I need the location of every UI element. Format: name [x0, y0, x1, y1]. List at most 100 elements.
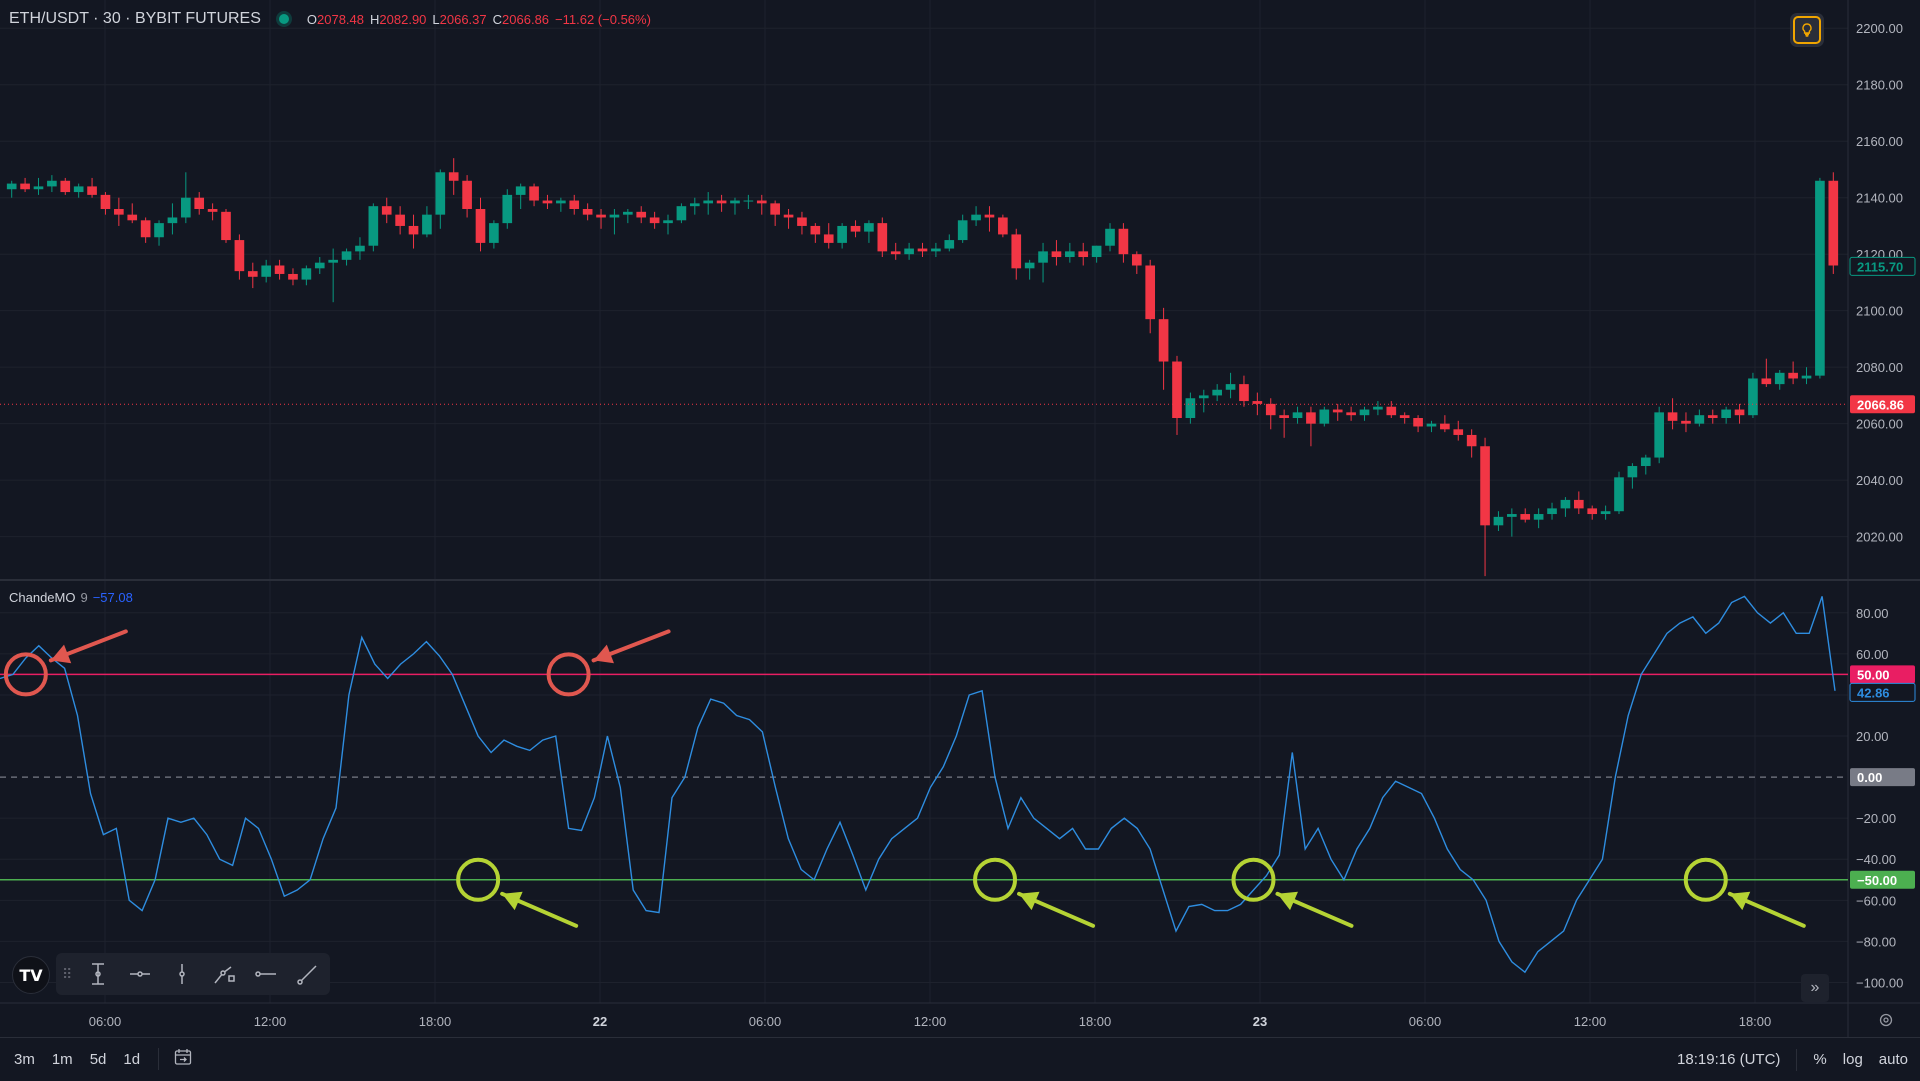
candle-body[interactable] — [596, 214, 606, 218]
candle-body[interactable] — [1761, 378, 1772, 385]
candle-body[interactable] — [1453, 429, 1464, 435]
candle-body[interactable] — [60, 180, 71, 193]
candle-body[interactable] — [328, 259, 338, 263]
candle-body[interactable] — [783, 214, 794, 218]
candle-body[interactable] — [1131, 254, 1142, 266]
candle-body[interactable] — [703, 200, 714, 204]
candle-body[interactable] — [716, 200, 727, 204]
candle-body[interactable] — [1105, 228, 1115, 246]
candle-body[interactable] — [301, 268, 312, 280]
candle-body[interactable] — [489, 223, 499, 243]
candle-body[interactable] — [47, 180, 57, 187]
horizontal-line-icon[interactable] — [248, 957, 284, 991]
candle-body[interactable] — [663, 220, 673, 224]
range-5d-button[interactable]: 5d — [89, 1050, 107, 1068]
candle-body[interactable] — [542, 200, 553, 204]
indicator-legend[interactable]: ChandeMO 9 −57.08 — [9, 590, 133, 605]
trend-line-icon[interactable] — [290, 957, 326, 991]
lightbulb-button[interactable] — [1790, 13, 1824, 47]
log-scale-toggle[interactable]: log — [1842, 1051, 1863, 1068]
candle-body[interactable] — [649, 217, 660, 224]
candle-body[interactable] — [355, 245, 365, 252]
candle-body[interactable] — [1707, 415, 1718, 419]
candle-body[interactable] — [971, 214, 981, 221]
candle-body[interactable] — [1828, 180, 1839, 266]
candle-body[interactable] — [234, 240, 245, 272]
candle-body[interactable] — [1212, 389, 1222, 396]
candle-body[interactable] — [730, 200, 740, 204]
candle-body[interactable] — [1573, 499, 1584, 509]
candle-body[interactable] — [462, 180, 472, 210]
candle-body[interactable] — [1265, 403, 1276, 416]
clock-timezone[interactable]: 18:19:16 (UTC) — [1677, 1051, 1781, 1068]
candle-body[interactable] — [770, 203, 780, 215]
range-3m-button[interactable]: 3m — [14, 1050, 35, 1068]
candle-body[interactable] — [1587, 508, 1598, 515]
candle-body[interactable] — [140, 220, 151, 238]
cursor-range-icon[interactable] — [80, 957, 116, 991]
candle-body[interactable] — [1078, 251, 1089, 258]
candle-body[interactable] — [877, 223, 888, 252]
candle-body[interactable] — [1654, 412, 1665, 458]
range-1m-button[interactable]: 1m — [51, 1050, 73, 1068]
candle-body[interactable] — [1011, 234, 1022, 269]
candle-body[interactable] — [1373, 406, 1383, 410]
candle-body[interactable] — [1225, 384, 1236, 390]
candle-body[interactable] — [1748, 378, 1758, 416]
candle-body[interactable] — [1667, 412, 1678, 421]
candle-body[interactable] — [1051, 251, 1062, 258]
candle-body[interactable] — [502, 194, 513, 224]
candle-body[interactable] — [944, 240, 955, 249]
candle-body[interactable] — [823, 234, 834, 243]
candle-body[interactable] — [1788, 372, 1798, 379]
candle-body[interactable] — [381, 206, 392, 215]
candle-body[interactable] — [1774, 372, 1785, 385]
scroll-to-realtime-button[interactable]: » — [1801, 974, 1829, 1002]
candle-body[interactable] — [1694, 415, 1705, 424]
candle-body[interactable] — [1640, 457, 1651, 467]
candle-body[interactable] — [1681, 420, 1691, 424]
candle-body[interactable] — [756, 200, 767, 204]
candle-body[interactable] — [689, 203, 700, 207]
candle-body[interactable] — [194, 197, 205, 210]
candle-body[interactable] — [957, 220, 968, 241]
chart-settings-button[interactable] — [1876, 1010, 1896, 1030]
candle-body[interactable] — [1533, 514, 1544, 520]
candle-body[interactable] — [1306, 412, 1316, 424]
candle-body[interactable] — [247, 271, 258, 277]
candle-body[interactable] — [1600, 511, 1611, 515]
candle-body[interactable] — [6, 183, 17, 190]
cmo-line[interactable] — [0, 595, 1836, 974]
candle-body[interactable] — [609, 214, 620, 218]
candle-body[interactable] — [127, 214, 138, 221]
candle-body[interactable] — [1158, 319, 1169, 362]
candle-body[interactable] — [1172, 361, 1182, 419]
candle-body[interactable] — [274, 265, 285, 274]
candle-body[interactable] — [931, 248, 941, 252]
candle-body[interactable] — [314, 262, 325, 269]
candle-body[interactable] — [20, 183, 30, 190]
candle-body[interactable] — [810, 225, 821, 235]
candle-body[interactable] — [837, 225, 847, 243]
candle-body[interactable] — [569, 200, 580, 210]
candle-body[interactable] — [1346, 412, 1356, 416]
candle-body[interactable] — [1239, 384, 1249, 402]
candle-body[interactable] — [636, 211, 647, 218]
candle-body[interactable] — [1440, 423, 1450, 430]
candle-body[interactable] — [368, 206, 379, 246]
candle-body[interactable] — [1815, 180, 1825, 376]
candle-body[interactable] — [422, 214, 432, 235]
candle-body[interactable] — [529, 186, 539, 201]
candle-body[interactable] — [890, 251, 901, 255]
vertical-line-icon[interactable] — [164, 957, 200, 991]
candle-body[interactable] — [904, 248, 914, 255]
candle-body[interactable] — [221, 211, 231, 241]
candle-body[interactable] — [1198, 395, 1209, 399]
candle-body[interactable] — [435, 172, 446, 215]
candle-body[interactable] — [154, 223, 164, 238]
candle-body[interactable] — [180, 197, 191, 218]
grip-icon[interactable]: ⠿ — [62, 965, 73, 982]
candle-body[interactable] — [1359, 409, 1370, 416]
candle-body[interactable] — [864, 223, 874, 232]
